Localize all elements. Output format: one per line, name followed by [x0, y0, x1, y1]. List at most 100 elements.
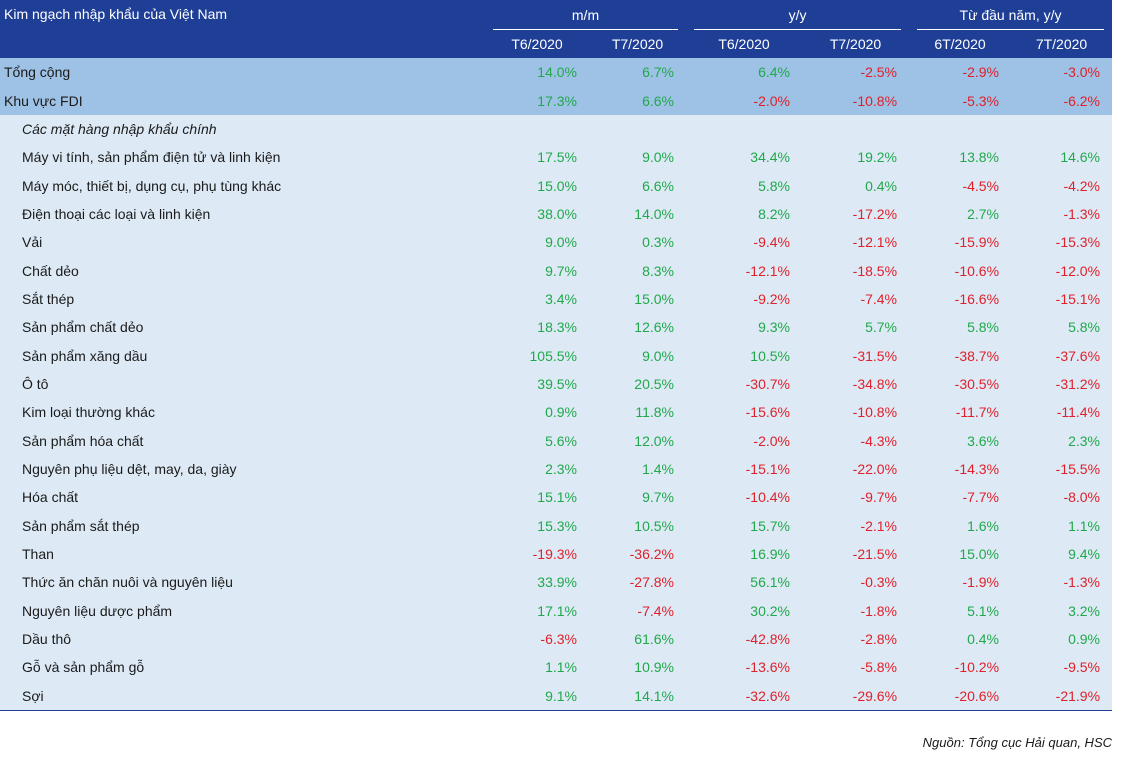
- table-row: Máy vi tính, sản phẩm điện tử và linh ki…: [0, 143, 1113, 172]
- value-cell: -16.6%: [909, 284, 1012, 314]
- section-row: Các mặt hàng nhập khẩu chính: [0, 114, 1113, 144]
- value-cell: 61.6%: [589, 624, 686, 654]
- section-label: Các mặt hàng nhập khẩu chính: [0, 114, 1113, 144]
- value-cell: -5.3%: [909, 86, 1012, 115]
- summary-row: Tổng cộng 14.0% 6.7% 6.4% -2.5% -2.9% -3.0%: [0, 58, 1113, 87]
- value-cell: -9.4%: [686, 228, 802, 257]
- row-label: Sợi: [0, 681, 485, 711]
- value-cell: 38.0%: [485, 199, 589, 229]
- value-cell: -7.7%: [909, 483, 1012, 512]
- row-label: Sản phẩm xăng dầu: [0, 341, 485, 370]
- table-row: Sản phẩm xăng dầu 105.5% 9.0% 10.5% -31.5% -3…: [0, 341, 1113, 370]
- row-label: Tổng cộng: [0, 58, 485, 87]
- row-label: Máy vi tính, sản phẩm điện tử và linh ki…: [0, 143, 485, 172]
- value-cell: -18.5%: [802, 256, 910, 285]
- value-cell: -2.5%: [802, 58, 910, 87]
- value-cell: 34.4%: [686, 143, 802, 172]
- row-label: Than: [0, 539, 485, 569]
- row-label: Kim loại thường khác: [0, 398, 485, 427]
- value-cell: -10.8%: [802, 398, 910, 427]
- value-cell: 8.3%: [589, 256, 686, 285]
- row-label: Máy móc, thiết bị, dụng cụ, phụ tùng khá…: [0, 171, 485, 200]
- value-cell: 105.5%: [485, 341, 589, 370]
- row-label: Sản phẩm chất dẻo: [0, 313, 485, 342]
- value-cell: 1.1%: [1011, 511, 1113, 540]
- value-cell: -4.2%: [1011, 171, 1113, 200]
- value-cell: -42.8%: [686, 624, 802, 654]
- value-cell: -10.2%: [909, 653, 1012, 682]
- value-cell: -10.4%: [686, 483, 802, 512]
- value-cell: 9.7%: [485, 256, 589, 285]
- summary-row: Khu vực FDI 17.3% 6.6% -2.0% -10.8% -5.3% -6.2…: [0, 86, 1113, 115]
- value-cell: -30.7%: [686, 369, 802, 399]
- value-cell: 1.4%: [589, 454, 686, 484]
- value-cell: 20.5%: [589, 369, 686, 399]
- value-cell: -6.2%: [1011, 86, 1113, 115]
- value-cell: 9.0%: [589, 341, 686, 370]
- value-cell: 56.1%: [686, 568, 802, 597]
- value-cell: -15.5%: [1011, 454, 1113, 484]
- value-cell: -15.6%: [686, 398, 802, 427]
- value-cell: 11.8%: [589, 398, 686, 427]
- value-cell: -31.2%: [1011, 369, 1113, 399]
- value-cell: -21.5%: [802, 539, 910, 569]
- value-cell: -6.3%: [485, 624, 589, 654]
- row-label: Khu vực FDI: [0, 86, 485, 115]
- table-row: Sản phẩm hóa chất 5.6% 12.0% -2.0% -4.3% 3.6%…: [0, 426, 1113, 455]
- value-cell: 15.0%: [909, 539, 1012, 569]
- value-cell: 2.7%: [909, 199, 1012, 229]
- value-cell: 15.1%: [485, 483, 589, 512]
- value-cell: -2.8%: [802, 624, 910, 654]
- value-cell: 15.0%: [589, 284, 686, 314]
- value-cell: -2.0%: [686, 86, 802, 115]
- value-cell: -3.0%: [1011, 58, 1113, 87]
- row-label: Hóa chất: [0, 483, 485, 512]
- row-label: Ô tô: [0, 369, 485, 399]
- value-cell: 14.0%: [589, 199, 686, 229]
- value-cell: -9.7%: [802, 483, 910, 512]
- value-cell: -12.1%: [802, 228, 910, 257]
- table-title: Kim ngạch nhập khẩu của Việt Nam: [0, 0, 485, 58]
- value-cell: -12.1%: [686, 256, 802, 285]
- value-cell: 16.9%: [686, 539, 802, 569]
- row-label: Chất dẻo: [0, 256, 485, 285]
- value-cell: 12.0%: [589, 426, 686, 455]
- value-cell: 10.5%: [686, 341, 802, 370]
- value-cell: 3.2%: [1011, 596, 1113, 625]
- table-row: Nguyên liệu dược phẩm 17.1% -7.4% 30.2% -1.8…: [0, 596, 1113, 625]
- value-cell: -1.8%: [802, 596, 910, 625]
- value-cell: 3.4%: [485, 284, 589, 314]
- subheader-mm-t6: T6/2020: [485, 30, 589, 58]
- row-label: Gỗ và sản phẩm gỗ: [0, 653, 485, 682]
- value-cell: -1.3%: [1011, 568, 1113, 597]
- value-cell: 6.6%: [589, 171, 686, 200]
- value-cell: 14.0%: [485, 58, 589, 87]
- table-row: Chất dẻo 9.7% 8.3% -12.1% -18.5% -10.6% -12.0%: [0, 256, 1113, 285]
- value-cell: -30.5%: [909, 369, 1012, 399]
- value-cell: 10.9%: [589, 653, 686, 682]
- row-label: Vải: [0, 228, 485, 257]
- value-cell: 17.1%: [485, 596, 589, 625]
- value-cell: 14.6%: [1011, 143, 1113, 172]
- value-cell: -5.8%: [802, 653, 910, 682]
- value-cell: -15.3%: [1011, 228, 1113, 257]
- value-cell: 6.6%: [589, 86, 686, 115]
- value-cell: -21.9%: [1011, 681, 1113, 711]
- value-cell: 9.0%: [485, 228, 589, 257]
- value-cell: 10.5%: [589, 511, 686, 540]
- source-note: Nguồn: Tổng cục Hải quan, HSC: [922, 735, 1112, 750]
- value-cell: -34.8%: [802, 369, 910, 399]
- value-cell: 0.3%: [589, 228, 686, 257]
- table-row: Nguyên phụ liệu dệt, may, da, giày 2.3% 1.…: [0, 454, 1113, 484]
- row-label: Sắt thép: [0, 284, 485, 314]
- value-cell: 2.3%: [1011, 426, 1113, 455]
- value-cell: -38.7%: [909, 341, 1012, 370]
- value-cell: -10.8%: [802, 86, 910, 115]
- value-cell: 19.2%: [802, 143, 910, 172]
- value-cell: -15.1%: [1011, 284, 1113, 314]
- value-cell: 1.1%: [485, 653, 589, 682]
- value-cell: -1.9%: [909, 568, 1012, 597]
- value-cell: 8.2%: [686, 199, 802, 229]
- value-cell: 13.8%: [909, 143, 1012, 172]
- value-cell: -11.4%: [1011, 398, 1113, 427]
